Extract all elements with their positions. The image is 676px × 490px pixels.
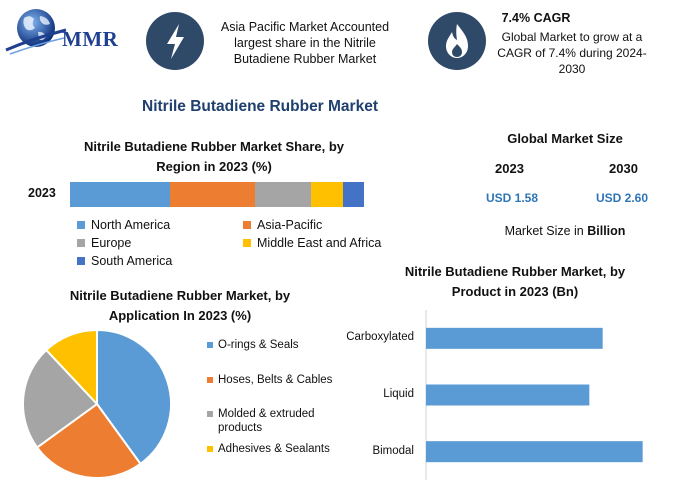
region-bar-segment-europe — [255, 182, 312, 207]
pie-slice-molded-extruded-products — [22, 348, 99, 449]
application-chart-title-line1: Nitrile Butadiene Rubber Market, by — [69, 288, 291, 303]
legend-label: South America — [91, 254, 173, 268]
global-market-year-2023: 2023 — [495, 161, 524, 176]
product-category-label-bimodal: Bimodal — [372, 444, 414, 457]
application-legend-item-molded-extruded-products: Molded & extruded products — [207, 407, 347, 435]
logo-text: MMR — [62, 27, 119, 51]
application-chart-title-line2: Application In 2023 (%) — [108, 308, 252, 323]
main-title: Nitrile Butadiene Rubber Market — [142, 98, 378, 115]
application-legend-item-o-rings-seals: O-rings & Seals — [207, 338, 347, 352]
global-market-value-2023: USD 1.58 — [486, 191, 539, 205]
product-bar-carboxylated — [426, 327, 603, 349]
legend-swatch — [207, 377, 213, 383]
region-legend-item-asia-pacific: Asia-Pacific — [243, 218, 322, 232]
global-market-value-2030: USD 2.60 — [596, 191, 649, 205]
application-legend-item-hoses-belts-cables: Hoses, Belts & Cables — [207, 373, 347, 387]
legend-swatch — [207, 446, 213, 452]
region-stacked-bar — [70, 182, 364, 207]
product-chart-title-line2: Product in 2023 (Bn) — [451, 284, 579, 299]
region-chart-title: Nitrile Butadiene Rubber Market Share, b… — [40, 137, 388, 177]
legend-label: O-rings & Seals — [218, 339, 299, 351]
mmr-logo: MMR — [4, 4, 132, 56]
region-bar-category: 2023 — [28, 186, 56, 200]
legend-swatch — [243, 239, 251, 247]
application-legend-item-adhesives-sealants: Adhesives & Sealants — [207, 442, 347, 456]
highlight-2-text: Global Market to grow at a CAGR of 7.4% … — [497, 30, 647, 76]
region-bar-segment-asia-pacific — [169, 182, 256, 207]
globe-icon — [5, 9, 67, 55]
global-market-year-2030: 2030 — [609, 161, 638, 176]
region-legend-item-south-america: South America — [77, 254, 172, 268]
application-chart-title: Nitrile Butadiene Rubber Market, by Appl… — [20, 286, 340, 326]
region-chart-title-line2: Region in 2023 (%) — [156, 159, 272, 174]
flame-icon — [446, 24, 468, 58]
legend-label: Middle East and Africa — [257, 236, 382, 250]
highlight-1-icon-circle — [146, 12, 204, 70]
legend-swatch — [243, 221, 251, 229]
legend-label: Adhesives & Sealants — [218, 443, 330, 455]
region-legend-item-north-america: North America — [77, 218, 170, 232]
product-category-label-liquid: Liquid — [383, 388, 414, 400]
legend-swatch — [77, 221, 85, 229]
global-market-title: Global Market Size — [507, 131, 623, 146]
global-market-unit-prefix: Market Size in — [504, 224, 588, 238]
legend-label: Hoses, Belts & Cables — [218, 374, 333, 386]
region-legend-item-europe: Europe — [77, 236, 131, 250]
pie-slice-hoses-belts-cables — [35, 402, 142, 479]
product-bar-liquid — [426, 384, 590, 406]
region-legend-item-middle-east-and-africa: Middle East and Africa — [243, 236, 381, 250]
legend-swatch — [77, 239, 85, 247]
product-chart-title-line1: Nitrile Butadiene Rubber Market, by — [404, 264, 626, 279]
legend-label: Molded & extruded products — [218, 408, 315, 434]
pie-slice-o-rings-seals — [96, 328, 172, 466]
highlight-1-text: Asia Pacific Market Accounted largest sh… — [220, 20, 390, 66]
region-bar-segment-middle-east-and-africa — [311, 182, 344, 207]
highlight-2-title: 7.4% CAGR — [501, 11, 571, 25]
global-market-unit-bold: Billion — [587, 224, 626, 238]
pie-slice-adhesives-sealants — [44, 328, 98, 407]
region-chart-title-line1: Nitrile Butadiene Rubber Market Share, b… — [83, 139, 345, 154]
legend-swatch — [77, 257, 85, 265]
legend-swatch — [207, 342, 213, 348]
legend-swatch — [207, 411, 213, 417]
product-bar-bimodal — [426, 441, 643, 463]
global-market-unit: Market Size in Billion — [480, 224, 650, 238]
highlight-2-icon-circle — [428, 12, 486, 70]
region-bar-segment-south-america — [343, 182, 364, 207]
application-pie-chart — [22, 328, 172, 479]
region-bar-segment-north-america — [70, 182, 170, 207]
product-chart-title: Nitrile Butadiene Rubber Market, by Prod… — [360, 262, 670, 302]
product-category-label-carboxylated: Carboxylated — [346, 331, 414, 344]
legend-label: North America — [91, 218, 171, 232]
lightning-icon — [167, 24, 184, 59]
legend-label: Europe — [91, 236, 132, 250]
legend-label: Asia-Pacific — [257, 218, 323, 232]
